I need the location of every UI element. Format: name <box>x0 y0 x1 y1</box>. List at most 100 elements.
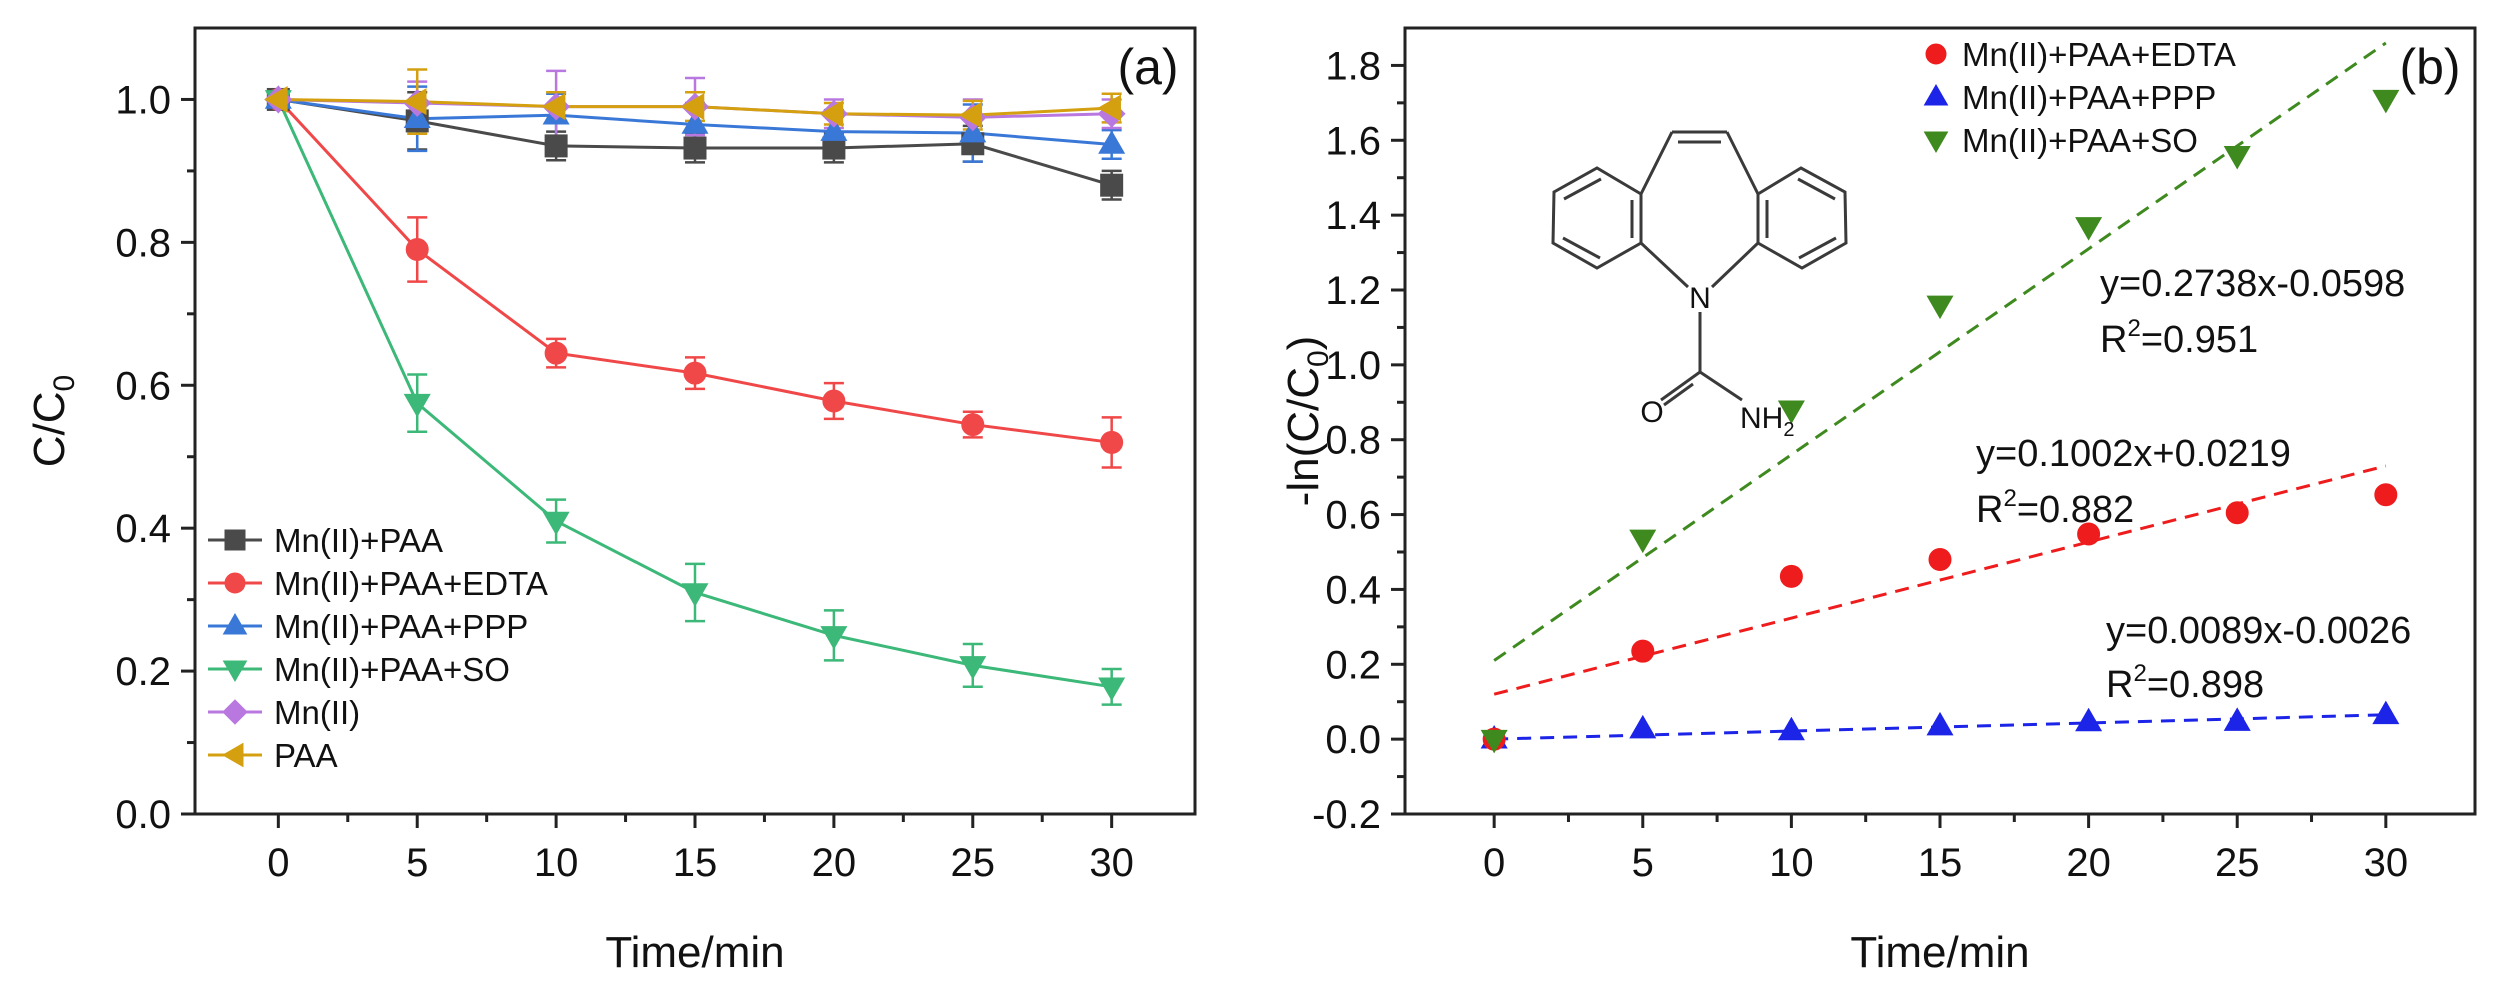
y-axis-label-b-sub: 0 <box>1302 350 1335 367</box>
fit-equation-ppp: y=0.0089x-0.0026 <box>2106 610 2411 652</box>
y-tick-label: 1.4 <box>1325 194 1381 238</box>
fit-r2-edta-sup: 2 <box>2003 485 2016 512</box>
y-tick-label: 1.0 <box>1325 344 1381 388</box>
marker-mn-ii-paa-edta <box>2225 501 2249 525</box>
axis-ticks-b <box>1391 63 2388 828</box>
fit-annotation-so: y=0.2738x-0.0598 R2=0.951 <box>2100 263 2405 361</box>
fit-r2-edta: R2=0.882 <box>1976 485 2134 531</box>
y-axis-label-b-tail: ) <box>1279 336 1328 351</box>
fit-annotation-edta: y=0.1002x+0.0219 R2=0.882 <box>1976 433 2291 531</box>
fit-line-mn-ii-paa-edta <box>1493 464 2387 696</box>
marker-mn-ii-paa-so <box>959 656 987 680</box>
x-tick-label: 15 <box>673 841 718 885</box>
x-tick-label: 0 <box>267 841 289 885</box>
molecule-amine-base: NH <box>1740 402 1783 435</box>
marker-mn-ii-paa-edta <box>822 389 846 413</box>
marker-mn-ii-paa-edta <box>405 238 429 262</box>
legend-marker-mn-ii-paa-edta <box>1925 43 1947 65</box>
marker-mn-ii-paa-ppp <box>681 110 709 134</box>
legend-marker-mn-ii-paa-ppp <box>222 612 248 635</box>
marker-mn-ii-paa-edta <box>2374 483 2398 507</box>
y-tick-label: 0.6 <box>115 364 171 408</box>
legend-label-mn-ii: Mn(II) <box>274 694 360 731</box>
legend-a: Mn(II)+PAA Mn(II)+PAA+EDTA Mn(II)+PAA+PPP M… <box>208 522 548 774</box>
legend-marker-mn-ii <box>222 699 248 725</box>
data-markers-b <box>1480 89 2400 754</box>
y-tick-labels-a: 0.0 0.2 0.4 0.6 0.8 1.0 <box>115 78 171 837</box>
marker-mn-ii-paa-ppp <box>1629 714 1657 739</box>
legend-label-mn-ii-paa-edta: Mn(II)+PAA+EDTA <box>274 565 548 602</box>
marker-paa <box>403 88 427 116</box>
right-ring-inner-bond-2 <box>1798 236 1837 260</box>
marker-mn-ii-paa-so <box>2223 145 2251 170</box>
left-benzene-ring <box>1551 166 1643 270</box>
panel-label-a: (a) <box>1117 39 1178 95</box>
molecule-amine-sub: 2 <box>1783 419 1794 441</box>
x-tick-label: 20 <box>2066 841 2111 885</box>
bridge-bond-left <box>1639 131 1674 195</box>
fit-line-mn-ii-paa-so <box>1493 41 2387 662</box>
marker-mn-ii-paa-ppp <box>2223 707 2251 731</box>
fit-annotation-ppp: y=0.0089x-0.0026 R2=0.898 <box>2106 610 2411 706</box>
x-tick-label: 10 <box>1769 841 1814 885</box>
n-bond-left <box>1639 241 1690 289</box>
marker-mn-ii-paa-ppp <box>1098 130 1126 154</box>
y-axis-label-a-sub: 0 <box>48 375 81 392</box>
marker-mn-ii-paa-so <box>681 583 709 607</box>
marker-paa <box>958 101 983 129</box>
marker-paa <box>1097 94 1121 122</box>
amide-bond <box>1699 370 1743 402</box>
marker-mn-ii-paa-ppp <box>1926 711 1954 736</box>
molecule-nitrogen-label: N <box>1689 282 1711 315</box>
marker-mn-ii-paa-edta <box>544 341 568 365</box>
y-tick-label: 0.8 <box>1325 419 1381 463</box>
marker-mn-ii-paa-so <box>403 393 431 418</box>
fit-r2-ppp-value: =0.898 <box>2147 664 2264 706</box>
y-tick-label: -0.2 <box>1312 793 1381 837</box>
x-tick-label: 5 <box>406 841 428 885</box>
marker-mn-ii-paa-ppp <box>820 117 848 141</box>
marker-mn-ii-paa-so <box>1629 529 1657 554</box>
legend-marker-mn-ii-paa-so <box>1923 131 1949 154</box>
x-tick-labels-a: 0 5 10 15 20 25 30 <box>267 841 1134 885</box>
x-tick-label: 10 <box>534 841 579 885</box>
legend-marker-paa <box>221 742 244 768</box>
y-axis-label-b-base: -ln(C/C <box>1279 367 1328 506</box>
marker-mn-ii-paa <box>1100 173 1124 197</box>
marker-mn-ii-paa-edta <box>1779 564 1803 588</box>
marker-paa <box>541 93 566 121</box>
marker-mn-ii-paa <box>544 134 568 158</box>
panel-b: 0 5 10 15 20 25 30 -0.20.00.20.40.60.81.01.21.… <box>1279 26 2477 977</box>
y-tick-label: 0.2 <box>1325 643 1381 687</box>
fit-equation-so: y=0.2738x-0.0598 <box>2100 263 2405 305</box>
x-tick-label: 25 <box>2215 841 2260 885</box>
y-axis-label-a-base: C/C <box>25 391 74 467</box>
marker-mn-ii-paa-so <box>1926 295 1954 320</box>
fit-r2-ppp-label: R <box>2106 664 2133 706</box>
left-ring-inner-bond-2 <box>1562 236 1601 260</box>
marker-mn-ii-paa-edta <box>961 413 985 437</box>
marker-mn-ii-paa-so <box>1098 677 1126 702</box>
n-bond-right <box>1710 241 1760 289</box>
marker-mn-ii-paa-so <box>820 626 848 650</box>
marker-paa <box>680 93 705 121</box>
fit-equation-edta: y=0.1002x+0.0219 <box>1976 433 2291 475</box>
right-ring-inner-bond-1 <box>1797 177 1836 201</box>
x-axis-label-a: Time/min <box>605 928 784 977</box>
x-tick-labels-b: 0 5 10 15 20 25 30 <box>1483 841 2408 885</box>
legend-label-mn-ii-paa: Mn(II)+PAA <box>274 522 443 559</box>
marker-mn-ii-paa-so <box>2075 217 2103 241</box>
marker-mn-ii-paa-so <box>2372 89 2400 114</box>
y-tick-label: 0.6 <box>1325 494 1381 538</box>
legend-marker-mn-ii-paa-ppp <box>1923 83 1949 106</box>
marker-mn-ii-paa-edta <box>683 361 707 385</box>
legend-label-mn-ii-paa-so: Mn(II)+PAA+SO <box>274 651 510 688</box>
bridge-bond-right <box>1725 131 1760 195</box>
fit-r2-edta-label: R <box>1976 489 2003 531</box>
y-tick-label: 0.2 <box>115 650 171 694</box>
x-axis-label-b: Time/min <box>1850 928 2029 977</box>
y-tick-label: 1.2 <box>1325 269 1381 313</box>
legend-label-mn-ii-paa-so: Mn(II)+PAA+SO <box>1962 122 2198 159</box>
y-tick-label: 0.0 <box>115 793 171 837</box>
